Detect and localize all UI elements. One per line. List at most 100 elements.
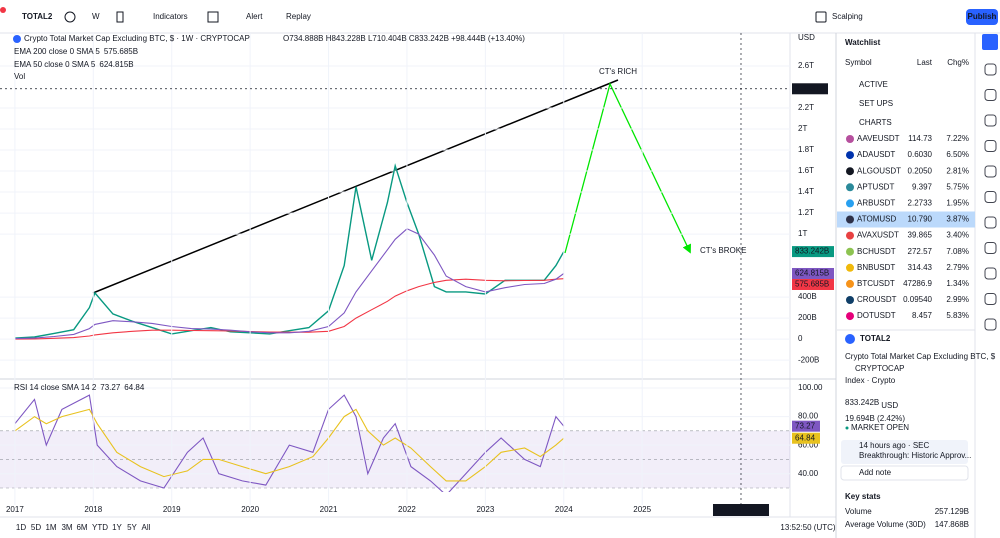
coin-icon [846,279,854,288]
coin-icon [846,199,854,208]
row-symbol[interactable]: ATOMUSD [857,215,896,224]
y-tick-label: 60.00 [798,440,819,449]
column-header: Last [917,58,933,67]
add-symbol-icon[interactable] [64,11,76,23]
projection-path [564,82,691,254]
sidebar-icon[interactable] [984,216,997,229]
sidebar-icon[interactable] [984,114,997,127]
coin-icon [846,151,854,160]
row-symbol[interactable]: ADAUSDT [857,150,895,159]
watchlist-title[interactable]: Watchlist [845,38,881,47]
sidebar-icon[interactable] [984,89,997,101]
range-button[interactable]: 1D [16,523,26,532]
checkbox[interactable] [815,11,827,23]
range-button[interactable]: 5D [31,523,41,532]
row-symbol[interactable]: ARBUSDT [857,199,895,208]
range-button[interactable]: 1M [45,523,56,532]
sidebar-icon[interactable] [984,318,997,331]
row-last: 47286.9 [903,279,932,288]
column-header: Chg% [947,58,969,67]
row-symbol[interactable]: DOTUSDT [857,311,896,320]
x-tick-label: 2024 [555,505,573,514]
series-line [14,278,564,340]
y-tick-label: 1.6T [798,166,814,175]
crosshair-h-label: 2.383T [795,84,820,93]
legend-series-name: EMA 50 close 0 SMA 5 [14,60,96,69]
y-tick-label: 1.4T [798,187,814,196]
range-button[interactable]: YTD [92,523,108,532]
row-change: 5.83% [946,311,969,320]
row-change: 2.99% [946,295,969,304]
last-value-box [792,246,834,258]
notification-dot [0,7,6,13]
row-last: 0.2050 [908,166,933,175]
y-tick-label: 80.00 [798,412,819,421]
row-symbol[interactable]: APTUSDT [857,182,894,191]
range-button[interactable]: 3M [61,523,72,532]
coin-icon [846,312,854,321]
row-symbol[interactable]: AVAXUSDT [857,231,899,240]
news-card[interactable] [841,440,968,464]
row-symbol[interactable]: CROUSDT [857,295,897,304]
row-symbol[interactable]: ALGOUSDT [857,166,901,175]
sidebar-icon[interactable] [984,242,997,254]
x-tick-label: 2017 [6,505,24,514]
range-button[interactable]: All [142,523,151,532]
y-tick-label: 1.8T [798,145,814,154]
sidebar-icon[interactable] [984,267,997,280]
x-tick-label: 2021 [320,505,338,514]
details-source: CRYPTOCAP [855,364,905,373]
layouts-icon[interactable] [207,11,219,23]
row-change: 1.34% [946,279,969,288]
sidebar-icon[interactable] [984,63,997,76]
publish-label[interactable]: Publish [968,12,997,21]
column-header: Symbol [845,58,872,67]
coin-icon [846,135,854,143]
indicators-button[interactable]: Indicators [153,12,188,21]
add-note-box[interactable] [840,465,969,481]
series-line [14,228,565,340]
sidebar-icon[interactable] [984,293,997,305]
sidebar-icon[interactable] [984,191,997,203]
replay-button[interactable]: Replay [286,12,311,21]
section-header[interactable]: ACTIVE [859,80,888,89]
alert-button[interactable]: Alert [246,12,263,21]
chart-type-icon[interactable] [116,11,124,23]
news-time[interactable]: 14 hours ago · SEC [859,441,929,450]
news-title[interactable]: Breakthrough: Historic Approv... [859,451,971,460]
series-line [14,408,565,482]
last-value-label: 833.242B [795,247,829,256]
row-last: 114.73 [908,134,932,143]
range-button[interactable]: 6M [76,523,87,532]
y-tick-label: 40.00 [798,469,819,478]
layout-name[interactable]: Scalping [832,12,863,21]
range-button[interactable]: 5Y [127,523,137,532]
add-note[interactable]: Add note [859,468,892,477]
watchlist-tab[interactable] [982,34,998,50]
section-header[interactable]: CHARTS [859,118,892,127]
sidebar-icon[interactable] [984,165,997,178]
interval-button[interactable]: W [92,12,100,21]
row-change: 7.08% [946,247,969,256]
clock: 13:52:50 (UTC) [780,523,835,532]
details-price: 833.242B [845,398,879,407]
symbol-search[interactable]: TOTAL2 [22,12,53,21]
sidebar-icon[interactable] [984,140,997,152]
legend-series-name: EMA 200 close 0 SMA 5 [14,47,100,56]
range-button[interactable]: 1Y [112,523,122,532]
section-header[interactable]: SET UPS [859,99,893,108]
row-symbol[interactable]: AAVEUSDT [857,134,900,143]
row-last: 39.865 [908,231,933,240]
y-tick-label: 400B [798,292,817,301]
details-description: Crypto Total Market Cap Excluding BTC, $ [845,352,996,361]
row-symbol[interactable]: BCHUSDT [857,247,896,256]
details-currency: USD [881,401,898,410]
annotation: CT's BROKE [700,246,746,255]
row-symbol[interactable]: BNBUSDT [857,263,895,272]
row-last: 0.09540 [903,295,932,304]
row-change: 2.81% [946,166,969,175]
publish-button[interactable] [966,9,998,25]
row-symbol[interactable]: BTCUSDT [857,279,895,288]
stat-label: Volume [845,507,872,516]
